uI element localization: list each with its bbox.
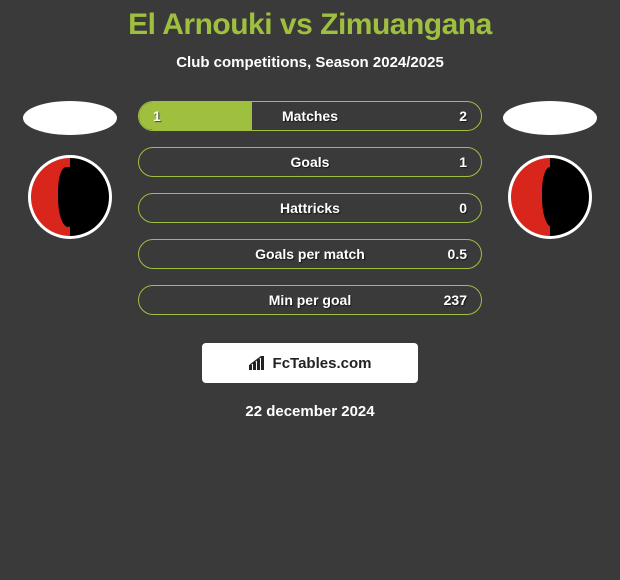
left-shape-ellipse	[23, 101, 117, 135]
brand-text: FcTables.com	[273, 355, 372, 372]
stat-right-value: 0.5	[417, 246, 467, 262]
stat-row-min-per-goal: Min per goal 237	[138, 285, 482, 315]
right-shape-ellipse	[503, 101, 597, 135]
subtitle: Club competitions, Season 2024/2025	[0, 54, 620, 71]
stat-row-matches: 1 Matches 2	[138, 101, 482, 131]
stat-row-goals: Goals 1	[138, 147, 482, 177]
stat-right-value: 1	[417, 154, 467, 170]
stat-label: Matches	[203, 108, 417, 124]
right-player-col	[500, 101, 600, 239]
stat-right-value: 0	[417, 200, 467, 216]
left-club-badge	[28, 155, 112, 239]
comparison-card: El Arnouki vs Zimuangana Club competitio…	[0, 0, 620, 420]
left-player-col	[20, 101, 120, 239]
stats-list: 1 Matches 2 Goals 1 Hattricks 0 Goals pe…	[138, 101, 482, 331]
stat-right-value: 237	[417, 292, 467, 308]
right-club-badge	[508, 155, 592, 239]
date-text: 22 december 2024	[0, 403, 620, 420]
stat-label: Goals	[203, 154, 417, 170]
page-title: El Arnouki vs Zimuangana	[0, 8, 620, 42]
stat-right-value: 2	[417, 108, 467, 124]
stat-label: Min per goal	[203, 292, 417, 308]
brand-badge[interactable]: FcTables.com	[202, 343, 418, 383]
bar-chart-icon	[249, 356, 267, 370]
stat-left-value: 1	[153, 108, 203, 124]
stat-row-goals-per-match: Goals per match 0.5	[138, 239, 482, 269]
stat-label: Hattricks	[203, 200, 417, 216]
stat-label: Goals per match	[203, 246, 417, 262]
main-row: 1 Matches 2 Goals 1 Hattricks 0 Goals pe…	[0, 101, 620, 331]
stat-row-hattricks: Hattricks 0	[138, 193, 482, 223]
